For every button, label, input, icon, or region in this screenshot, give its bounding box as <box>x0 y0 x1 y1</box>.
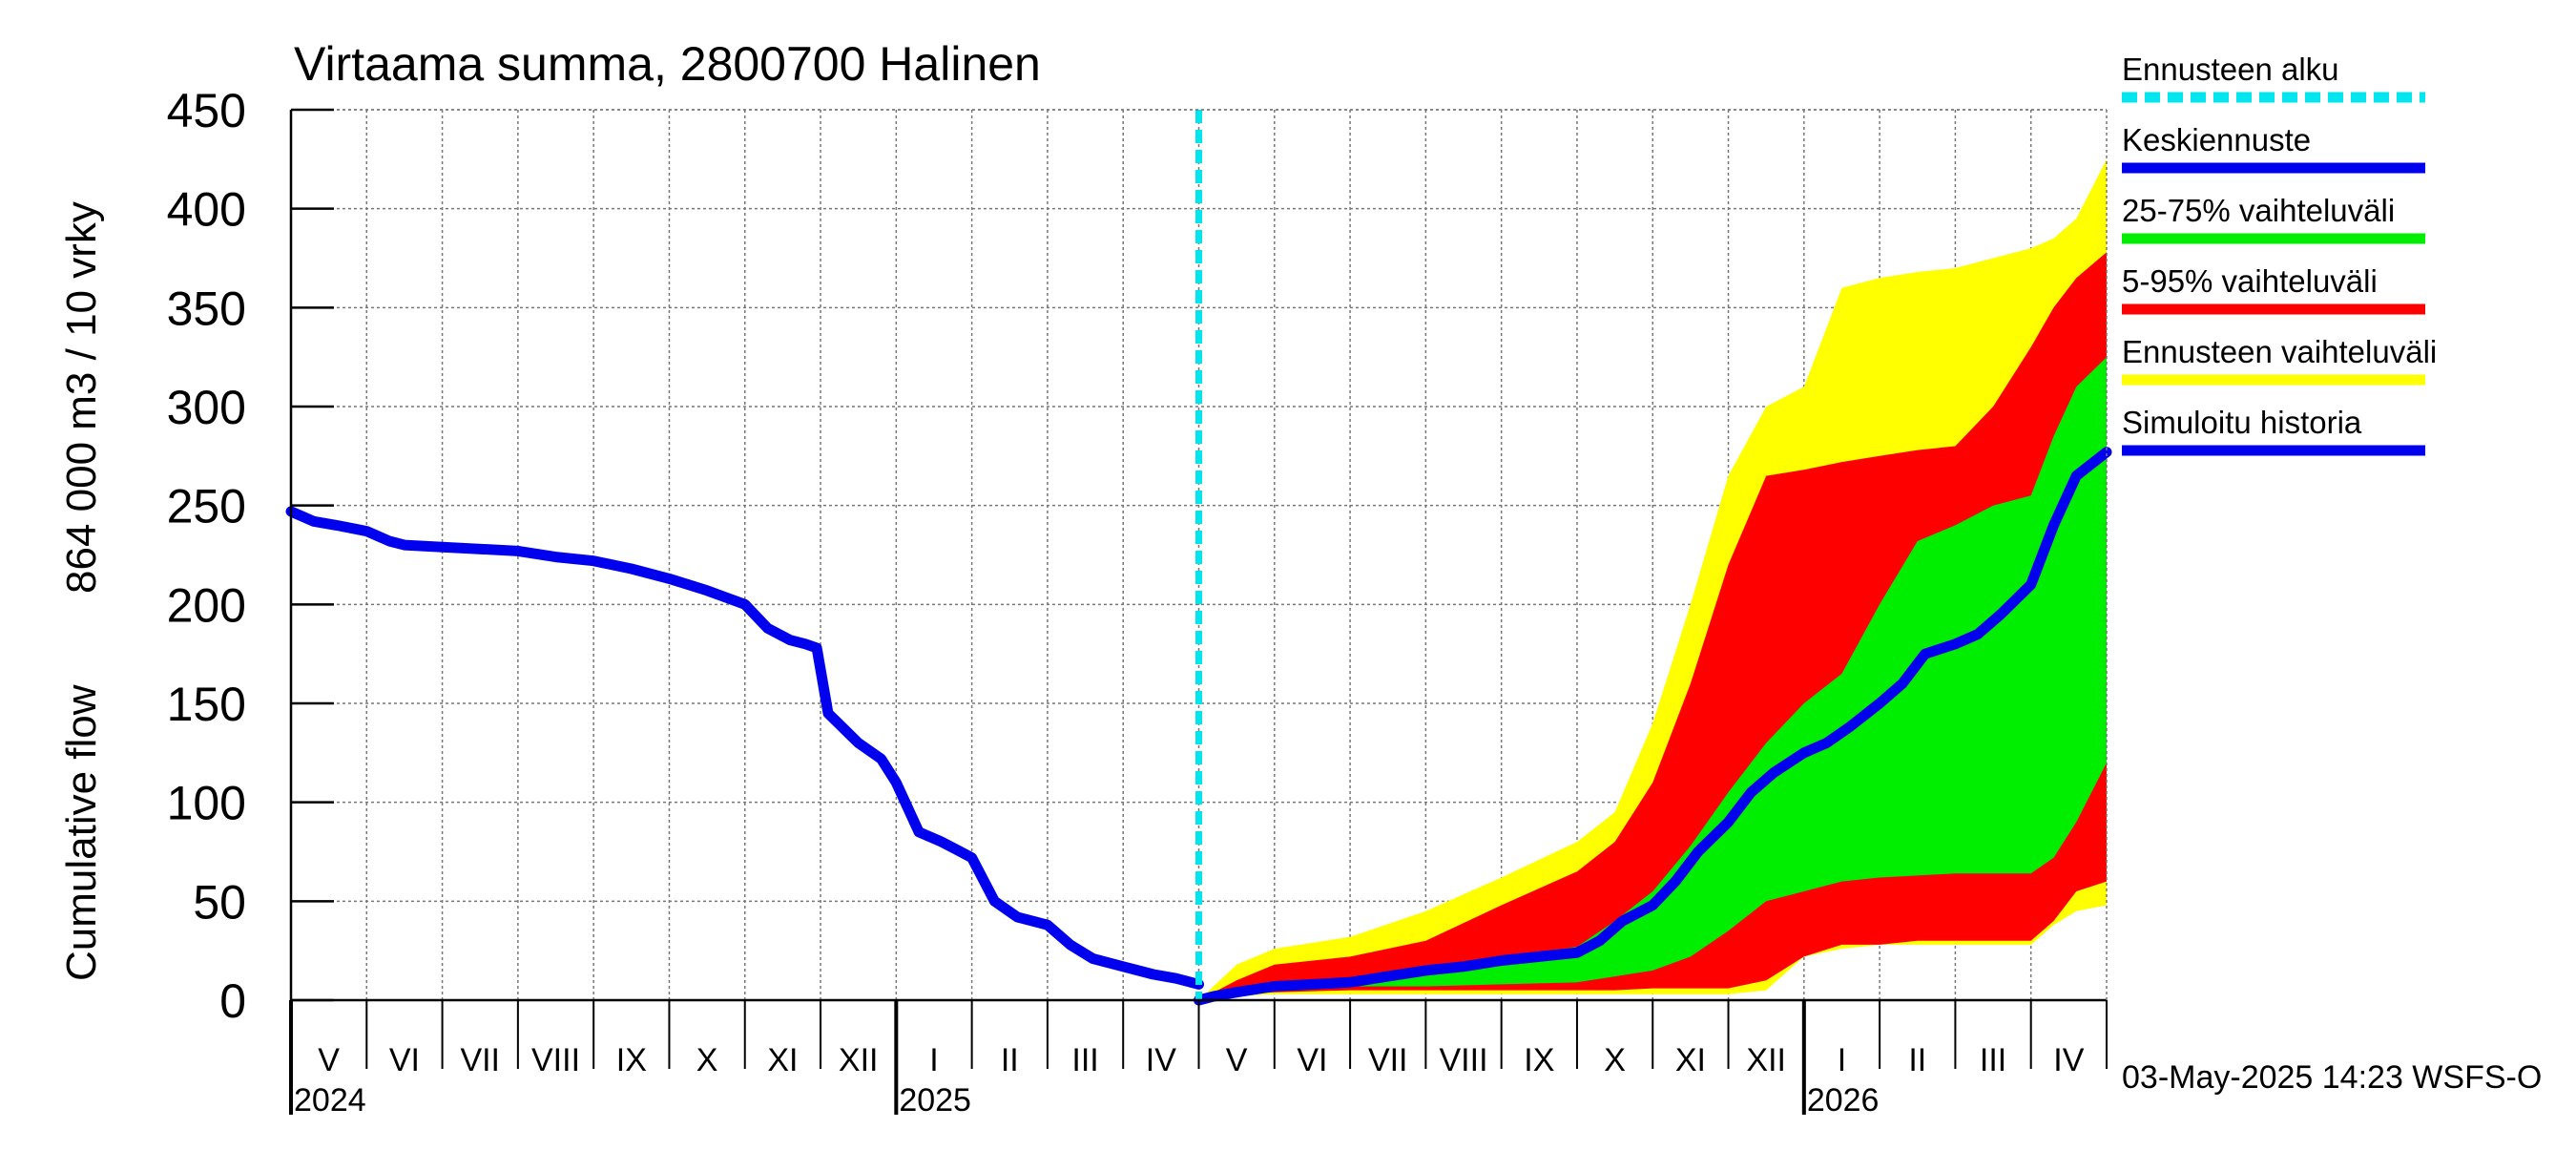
x-month-label: II <box>1908 1042 1926 1078</box>
y-tick-label: 250 <box>167 480 246 533</box>
legend-label: 25-75% vaihteluväli <box>2122 193 2395 228</box>
x-month-label: I <box>1838 1042 1846 1078</box>
x-month-label: V <box>1226 1042 1248 1078</box>
x-month-label: III <box>1980 1042 2006 1078</box>
x-month-label: I <box>929 1042 938 1078</box>
x-year-label: 2026 <box>1807 1082 1880 1119</box>
x-month-label: V <box>318 1042 340 1078</box>
series-lines <box>285 110 2112 1006</box>
x-month-label: IV <box>2053 1042 2084 1078</box>
y-axis-label-flow: Cumulative flow <box>58 684 105 981</box>
legend: Ennusteen alku Keskiennuste 25-75% vaihtel… <box>2122 52 2437 456</box>
x-year-label: 2025 <box>899 1082 971 1119</box>
x-month-label: XI <box>767 1042 798 1078</box>
x-month-label: III <box>1071 1042 1098 1078</box>
y-tick-label: 0 <box>219 974 246 1028</box>
history-line <box>285 506 1204 990</box>
legend-label: Ennusteen alku <box>2122 52 2339 87</box>
y-axis: 0 50 100 150 200 250 300 350 400 450 <box>167 84 334 1028</box>
y-tick-label: 400 <box>167 183 246 237</box>
x-axis: V VI VII VIII IX X XI XII I II III IV V VI VII VIII IX X X… <box>289 1000 2108 1119</box>
y-tick-label: 450 <box>167 84 246 137</box>
x-month-label: IX <box>1524 1042 1554 1078</box>
legend-label: Simuloitu historia <box>2122 405 2362 440</box>
legend-label: Ennusteen vaihteluväli <box>2122 334 2437 369</box>
x-month-label: X <box>1604 1042 1626 1078</box>
x-month-label: VII <box>1368 1042 1408 1078</box>
x-month-label: VI <box>1297 1042 1327 1078</box>
x-month-label: XII <box>839 1042 879 1078</box>
chart-title: Virtaama summa, 2800700 Halinen <box>294 37 1041 91</box>
x-month-label: VIII <box>531 1042 580 1078</box>
x-month-label: X <box>696 1042 718 1078</box>
x-month-label: VII <box>460 1042 500 1078</box>
y-tick-label: 50 <box>193 875 246 929</box>
band-25-75 <box>1198 357 2107 1000</box>
y-tick-label: 150 <box>167 678 246 731</box>
y-tick-label: 300 <box>167 381 246 434</box>
y-tick-label: 350 <box>167 282 246 335</box>
x-month-label: II <box>1001 1042 1019 1078</box>
legend-label: 5-95% vaihteluväli <box>2122 263 2378 299</box>
y-tick-label: 200 <box>167 578 246 632</box>
x-month-label: IV <box>1146 1042 1176 1078</box>
timestamp: 03-May-2025 14:23 WSFS-O <box>2122 1059 2542 1096</box>
legend-label: Keskiennuste <box>2122 122 2311 157</box>
x-month-label: VI <box>389 1042 420 1078</box>
y-tick-label: 100 <box>167 777 246 830</box>
y-axis-label-unit: 864 000 m3 / 10 vrky <box>58 201 105 594</box>
x-month-label: XII <box>1746 1042 1786 1078</box>
x-month-label: VIII <box>1440 1042 1488 1078</box>
x-year-label: 2024 <box>294 1082 366 1119</box>
forecast-bands <box>1198 158 2107 1001</box>
x-month-label: XI <box>1675 1042 1706 1078</box>
x-month-label: IX <box>616 1042 647 1078</box>
median-forecast-line <box>1194 447 2112 1006</box>
